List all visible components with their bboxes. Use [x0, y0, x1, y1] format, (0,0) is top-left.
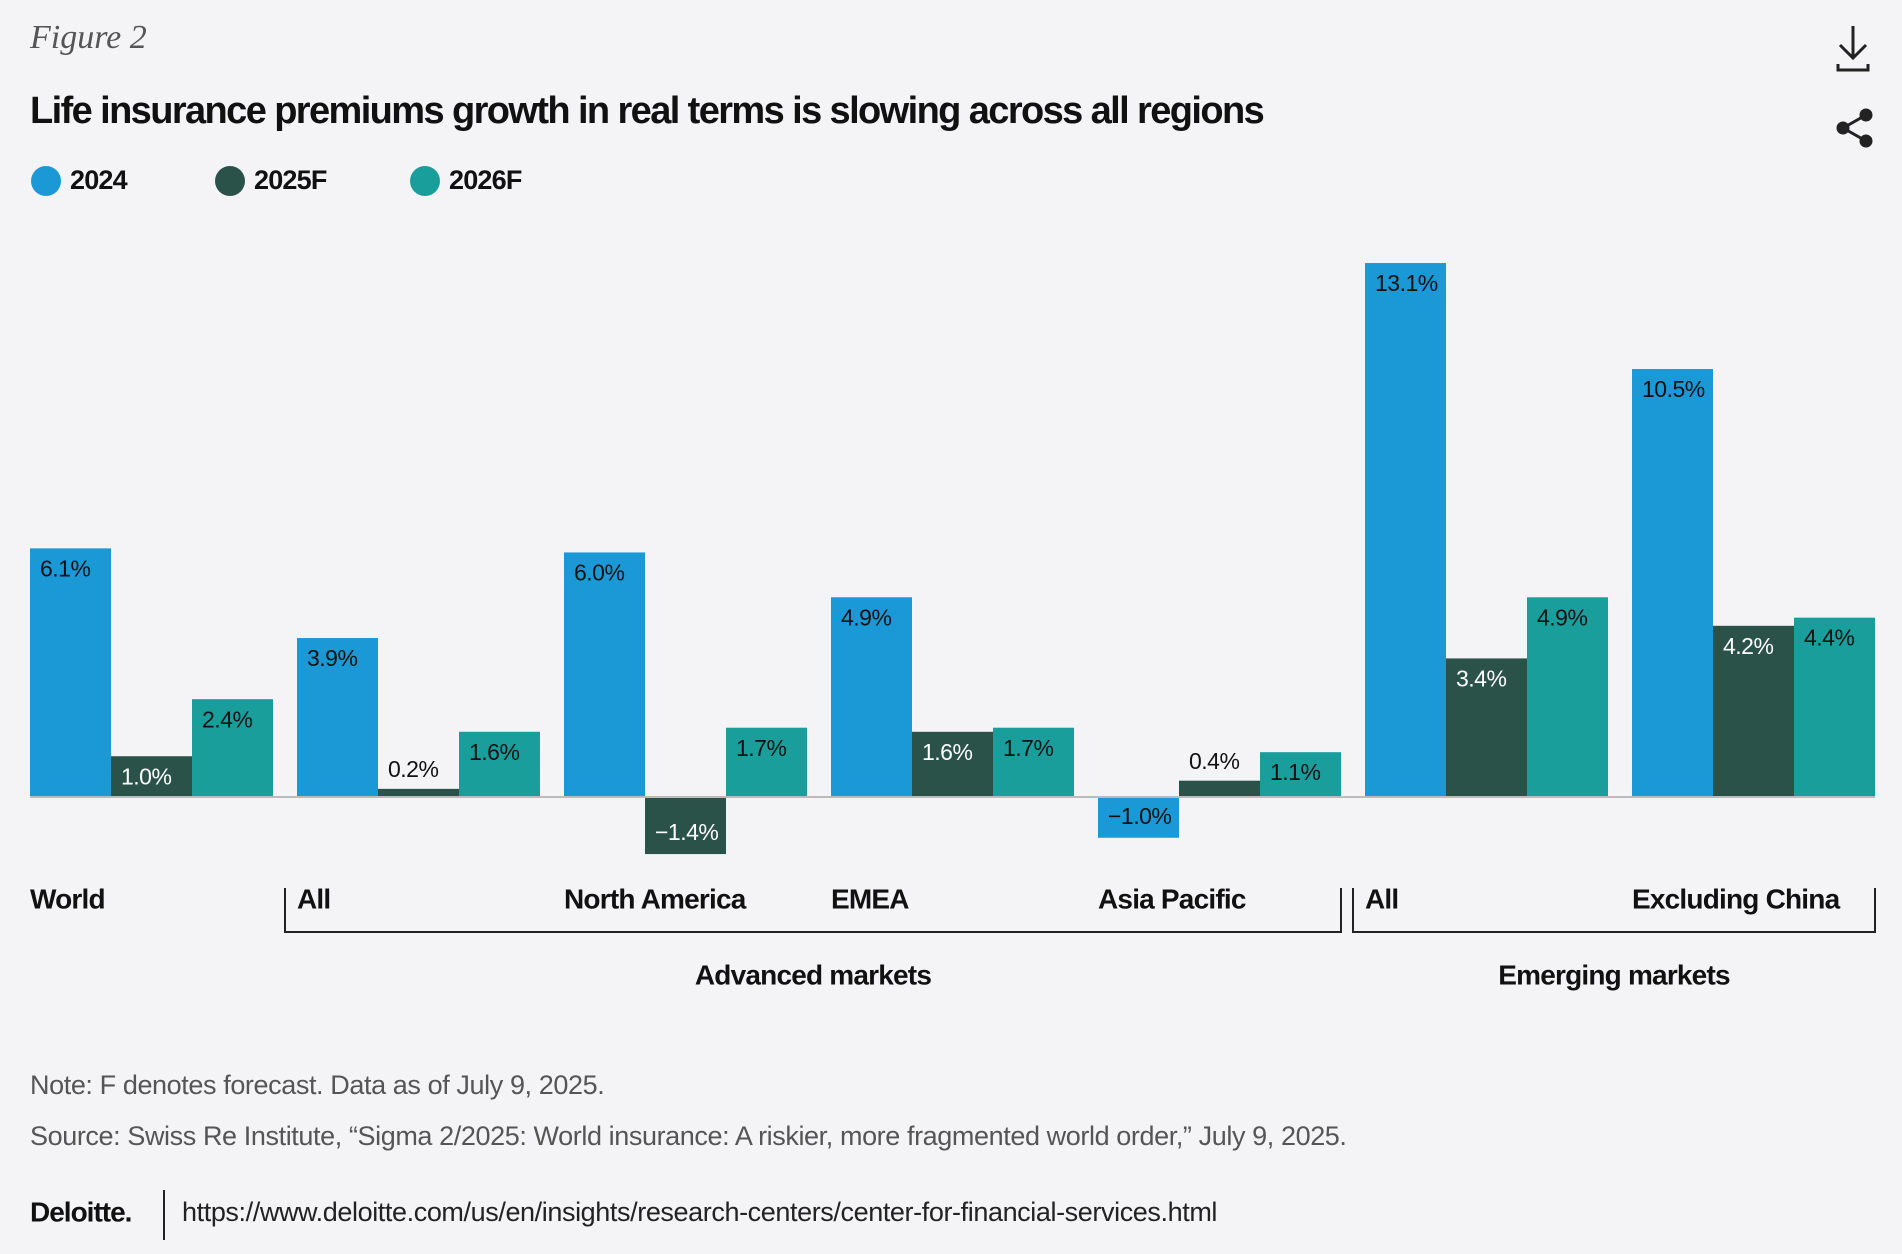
value-label: 6.1% [40, 555, 90, 581]
value-label: 0.4% [1189, 748, 1239, 774]
bar [297, 638, 378, 797]
bar [1713, 625, 1794, 797]
bar [726, 727, 807, 797]
bar [912, 731, 993, 797]
group-label: Advanced markets [695, 959, 931, 990]
value-label: 4.9% [1537, 604, 1587, 630]
url: https://www.deloitte.com/us/en/insights/… [182, 1197, 1217, 1227]
download-icon[interactable] [1836, 26, 1870, 72]
bar [993, 727, 1074, 797]
bar [831, 597, 912, 797]
group-bracket [1352, 888, 1876, 933]
value-label: 1.6% [922, 739, 972, 765]
value-label: 13.1% [1375, 270, 1438, 296]
value-label: 3.9% [307, 645, 357, 671]
value-label: 2.4% [202, 706, 252, 732]
x-tick-label: All [1365, 883, 1398, 914]
value-label: −1.0% [1108, 803, 1171, 829]
x-tick-label: All [297, 883, 330, 914]
legend-swatch [31, 166, 61, 196]
bar [378, 788, 459, 797]
value-label: 10.5% [1642, 376, 1705, 402]
value-label: 4.2% [1723, 633, 1773, 659]
legend-swatch [215, 166, 245, 196]
value-label: 1.0% [121, 763, 171, 789]
x-tick-label: Excluding China [1632, 883, 1841, 914]
note: Note: F denotes forecast. Data as of Jul… [30, 1070, 604, 1100]
chart-title: Life insurance premiums growth in real t… [30, 90, 1264, 132]
bar [1179, 780, 1260, 797]
value-label: 3.4% [1456, 665, 1506, 691]
bar [192, 699, 273, 797]
x-tick-label: Asia Pacific [1098, 883, 1246, 914]
share-icon[interactable] [1836, 108, 1873, 148]
x-tick-label: World [30, 883, 105, 914]
bar [1098, 797, 1179, 838]
bar [1527, 597, 1608, 797]
source: Source: Swiss Re Institute, “Sigma 2/202… [30, 1121, 1347, 1151]
group-label: Emerging markets [1498, 959, 1730, 990]
value-label: 1.7% [1003, 735, 1053, 761]
value-label: −1.4% [655, 819, 718, 845]
bar [30, 548, 111, 797]
bar [1794, 617, 1875, 797]
bar [459, 731, 540, 797]
x-tick-label: North America [564, 883, 747, 914]
value-label: 4.9% [841, 604, 891, 630]
brand: Deloitte. [30, 1196, 131, 1227]
value-label: 1.7% [736, 735, 786, 761]
legend-label: 2024 [70, 165, 128, 195]
bar [1632, 369, 1713, 797]
value-label: 0.2% [388, 756, 438, 782]
figure-label: Figure 2 [29, 19, 147, 56]
bar [1446, 658, 1527, 797]
x-tick-label: EMEA [831, 883, 909, 914]
group-bracket [284, 888, 1342, 933]
bar [1260, 752, 1341, 797]
bar [1365, 263, 1446, 797]
legend-label: 2026F [449, 165, 522, 195]
bar [645, 797, 726, 855]
bar [111, 756, 192, 797]
legend-swatch [410, 166, 440, 196]
bar [564, 552, 645, 797]
value-label: 1.6% [469, 739, 519, 765]
legend-label: 2025F [254, 165, 327, 195]
value-label: 6.0% [574, 560, 624, 586]
value-label: 4.4% [1804, 625, 1854, 651]
value-label: 1.1% [1270, 759, 1320, 785]
